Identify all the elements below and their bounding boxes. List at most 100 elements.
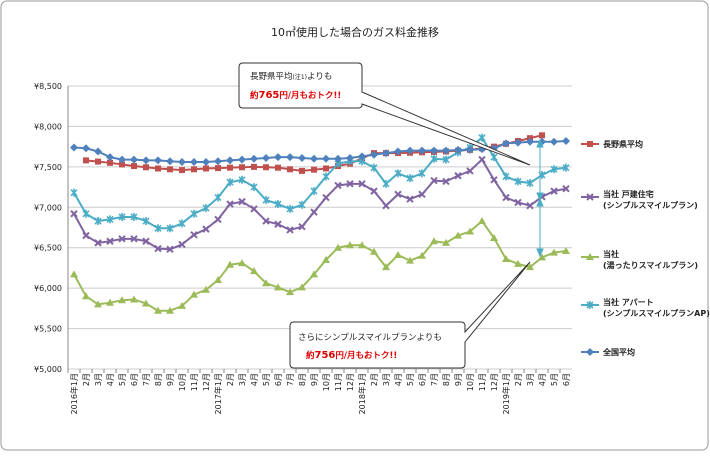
- x-tick-label: 2月: [370, 373, 379, 386]
- y-tick-label: ¥7,000: [34, 203, 62, 212]
- marker: [202, 204, 210, 213]
- annotation-2: さらにシンプルスマイルプランよりも 約756円/月もおトク!!: [289, 261, 531, 369]
- x-tick-label: 4月: [106, 373, 115, 386]
- marker: [83, 157, 89, 164]
- marker: [82, 209, 90, 218]
- marker: [250, 205, 258, 213]
- x-tick-label: 9月: [454, 373, 463, 386]
- marker: [286, 288, 294, 296]
- x-tick-label: 5月: [406, 373, 415, 386]
- x-tick-label: 5月: [118, 373, 127, 386]
- legend-label: 当社(湯ったりスマイルプラン): [603, 249, 698, 270]
- marker: [310, 187, 318, 196]
- marker: [130, 235, 138, 243]
- marker: [95, 158, 101, 165]
- annotation-text: (注1): [293, 73, 308, 81]
- marker: [82, 231, 90, 240]
- marker: [370, 150, 378, 159]
- marker: [298, 153, 306, 162]
- arrows: [536, 138, 544, 258]
- x-tick-label: 4月: [250, 373, 259, 386]
- marker: [442, 155, 450, 164]
- marker: [250, 154, 258, 163]
- marker: [130, 155, 138, 164]
- svg-text:約756円/月もおトク!!: 約756円/月もおトク!!: [306, 350, 397, 361]
- marker: [226, 260, 234, 268]
- marker: [550, 165, 558, 174]
- marker: [394, 169, 402, 178]
- marker: [106, 298, 114, 306]
- marker: [142, 217, 150, 226]
- annotation-text: 円/月もおトク!!: [279, 90, 341, 101]
- annotation-text: 長野県平均: [250, 71, 293, 82]
- marker: [262, 153, 270, 162]
- marker: [166, 306, 174, 314]
- marker: [430, 237, 438, 245]
- marker: [262, 279, 270, 287]
- marker: [334, 154, 342, 163]
- marker: [226, 156, 234, 165]
- y-tick-label: ¥6,000: [34, 284, 62, 293]
- svg-text:さらにシンプルスマイルプランよりも: さらにシンプルスマイルプランよりも: [298, 333, 442, 343]
- marker: [370, 163, 378, 172]
- annotation-text: よりも: [307, 72, 332, 82]
- x-tick-label: 11月: [190, 373, 199, 391]
- x-tick-label: 2017年1月: [213, 373, 223, 414]
- marker: [70, 143, 78, 152]
- marker: [298, 283, 306, 291]
- marker: [118, 296, 126, 304]
- marker: [418, 190, 426, 199]
- x-tick-label: 4月: [538, 373, 547, 386]
- marker: [191, 166, 197, 173]
- svg-text:長野県平均(注1)よりも: 長野県平均(注1)よりも: [250, 71, 332, 82]
- marker: [382, 179, 390, 188]
- marker: [358, 241, 366, 249]
- marker: [298, 200, 306, 209]
- marker: [166, 224, 174, 233]
- marker: [286, 204, 294, 213]
- marker: [131, 163, 137, 170]
- x-tick-label: 10月: [178, 373, 187, 391]
- x-tick-label: 12月: [490, 373, 499, 391]
- annotation-text: 約: [250, 90, 259, 101]
- y-tick-label: ¥8,000: [34, 122, 62, 131]
- marker: [94, 239, 102, 247]
- marker: [382, 201, 390, 210]
- marker: [346, 153, 354, 162]
- x-tick-label: 8月: [442, 373, 451, 386]
- marker: [478, 155, 486, 164]
- marker: [166, 157, 174, 166]
- marker: [238, 155, 246, 164]
- marker: [466, 167, 474, 175]
- marker: [466, 227, 474, 235]
- x-tick-label: 2019年1月: [501, 373, 511, 414]
- x-tick-label: 2016年1月: [69, 373, 79, 414]
- marker: [526, 137, 534, 146]
- marker: [322, 255, 330, 263]
- marker: [155, 165, 161, 172]
- marker: [226, 200, 234, 208]
- marker: [538, 253, 546, 261]
- marker: [311, 166, 317, 173]
- marker: [154, 244, 162, 253]
- x-tick-label: 8月: [154, 373, 163, 386]
- marker: [442, 177, 450, 186]
- marker: [346, 241, 354, 249]
- y-tick-label: ¥7,500: [34, 163, 62, 172]
- x-tick-label: 11月: [334, 373, 343, 391]
- marker: [190, 231, 198, 239]
- marker: [514, 259, 522, 267]
- x-tick-label: 6月: [130, 373, 139, 386]
- marker: [167, 166, 173, 173]
- marker: [119, 161, 125, 168]
- marker: [466, 145, 474, 154]
- marker: [394, 190, 402, 199]
- marker: [142, 156, 150, 165]
- marker: [490, 234, 498, 242]
- x-tick-label: 6月: [274, 373, 283, 386]
- y-tick-label: ¥5,000: [34, 365, 62, 374]
- marker: [370, 247, 378, 255]
- x-tick-label: 3月: [94, 373, 103, 386]
- y-tick-label: ¥5,500: [34, 325, 62, 334]
- marker: [214, 276, 222, 284]
